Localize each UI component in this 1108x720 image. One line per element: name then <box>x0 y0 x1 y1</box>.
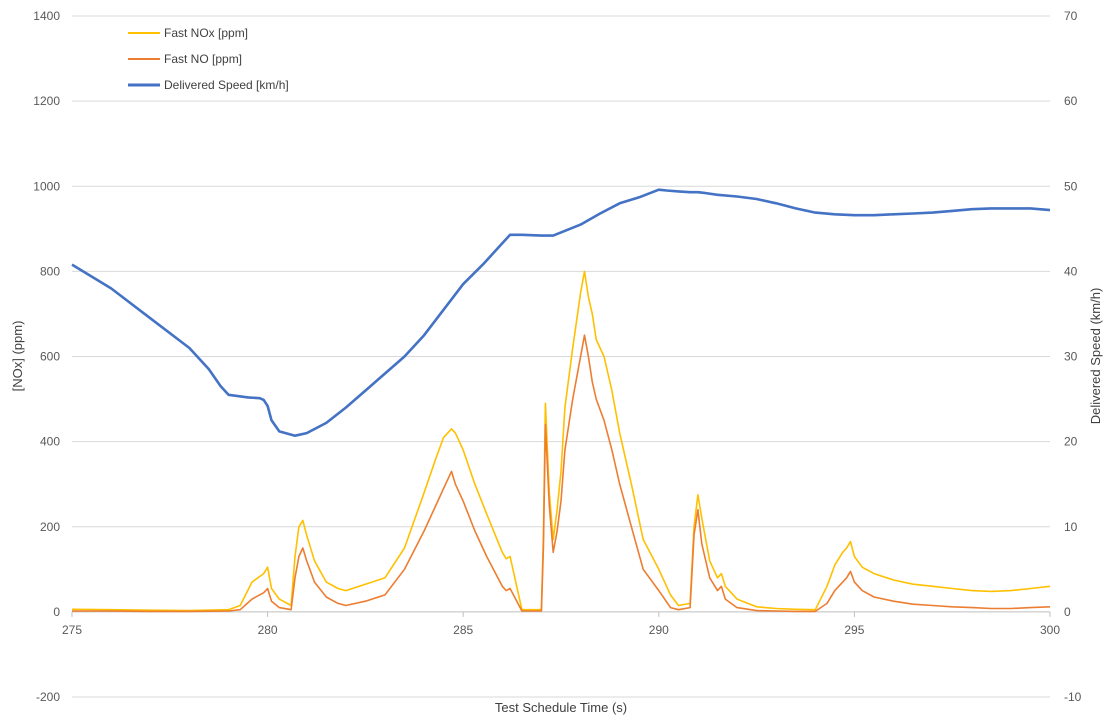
y-tick-label: 1000 <box>33 179 60 193</box>
series-lines <box>71 188 1051 613</box>
gridlines <box>72 15 1050 698</box>
x-tick-label: 275 <box>62 623 82 637</box>
legend: Fast NOx [ppm] Fast NO [ppm] Delivered S… <box>128 26 289 92</box>
y2-tick-label: 10 <box>1064 520 1078 534</box>
y2-tick-label: 70 <box>1064 9 1078 23</box>
y2-tick-label: 40 <box>1064 264 1078 278</box>
x-tick-label: 295 <box>844 623 864 637</box>
y2-tick-label: 60 <box>1064 94 1078 108</box>
x-axis-title: Test Schedule Time (s) <box>495 700 627 715</box>
y-tick-label: -200 <box>36 690 60 704</box>
x-tick-label: 285 <box>453 623 473 637</box>
y-tick-label: 800 <box>40 264 60 278</box>
legend-label-no: Fast NO [ppm] <box>164 52 242 66</box>
y-tick-label: 600 <box>40 350 60 364</box>
y2-axis-title: Delivered Speed (km/h) <box>1088 288 1103 425</box>
x-tick-label: 290 <box>649 623 669 637</box>
y2-tick-label: 30 <box>1064 350 1078 364</box>
legend-label-nox: Fast NOx [ppm] <box>164 26 248 40</box>
y-tick-label: 0 <box>53 605 60 619</box>
x-tick-label: 280 <box>258 623 278 637</box>
y2-tick-label: 20 <box>1064 435 1078 449</box>
y-tick-label: 1200 <box>33 94 60 108</box>
series-line-fast-nox <box>71 270 1051 612</box>
y2-tick-label: 50 <box>1064 179 1078 193</box>
y-tick-label: 1400 <box>33 9 60 23</box>
x-tick-label: 300 <box>1040 623 1060 637</box>
series-line-delivered-speed <box>71 188 1051 437</box>
series-line-fast-no <box>72 334 1051 613</box>
axes: 275 280 285 290 295 300-200020040060080010001… <box>33 9 1081 704</box>
y2-tick-label: 0 <box>1064 605 1071 619</box>
y-tick-label: 200 <box>40 520 60 534</box>
y-axis-title: [NOx] (ppm) <box>10 321 25 392</box>
legend-label-speed: Delivered Speed [km/h] <box>164 78 289 92</box>
y-tick-label: 400 <box>40 435 60 449</box>
y2-tick-label: -10 <box>1064 690 1082 704</box>
